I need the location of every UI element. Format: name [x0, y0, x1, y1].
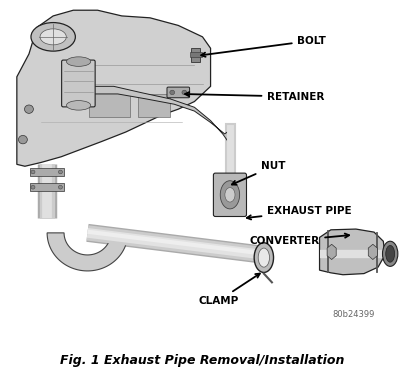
Ellipse shape: [66, 100, 91, 110]
Text: RETAINER: RETAINER: [185, 92, 324, 102]
Polygon shape: [368, 244, 377, 259]
Bar: [30, 168, 64, 176]
FancyBboxPatch shape: [213, 173, 247, 217]
Polygon shape: [320, 229, 385, 275]
Bar: [90, 90, 130, 117]
Polygon shape: [327, 244, 336, 259]
Circle shape: [31, 185, 35, 189]
Text: CONVERTER: CONVERTER: [249, 233, 349, 246]
Bar: [30, 183, 64, 191]
Circle shape: [19, 136, 27, 144]
Circle shape: [58, 170, 62, 174]
Bar: [190, 52, 202, 57]
Text: Fig. 1 Exhaust Pipe Removal/Installation: Fig. 1 Exhaust Pipe Removal/Installation: [60, 354, 345, 367]
Circle shape: [182, 90, 187, 95]
Circle shape: [25, 105, 33, 113]
Ellipse shape: [66, 57, 91, 66]
Ellipse shape: [225, 188, 235, 202]
Ellipse shape: [220, 181, 240, 209]
Bar: [138, 94, 170, 117]
Bar: [191, 48, 200, 62]
Text: CLAMP: CLAMP: [198, 274, 260, 306]
FancyBboxPatch shape: [62, 60, 95, 107]
Text: EXHAUST PIPE: EXHAUST PIPE: [247, 206, 352, 220]
Text: 80b24399: 80b24399: [333, 310, 375, 319]
Ellipse shape: [31, 23, 75, 51]
Circle shape: [31, 170, 35, 174]
Polygon shape: [47, 233, 128, 271]
Circle shape: [58, 185, 62, 189]
Ellipse shape: [254, 243, 273, 272]
FancyBboxPatch shape: [167, 87, 190, 98]
Ellipse shape: [258, 248, 269, 267]
Ellipse shape: [386, 245, 394, 262]
Ellipse shape: [382, 241, 398, 266]
Ellipse shape: [40, 29, 66, 45]
Circle shape: [170, 90, 175, 95]
Polygon shape: [90, 86, 233, 145]
Text: BOLT: BOLT: [201, 36, 326, 57]
Text: NUT: NUT: [232, 161, 286, 185]
Polygon shape: [17, 10, 211, 166]
